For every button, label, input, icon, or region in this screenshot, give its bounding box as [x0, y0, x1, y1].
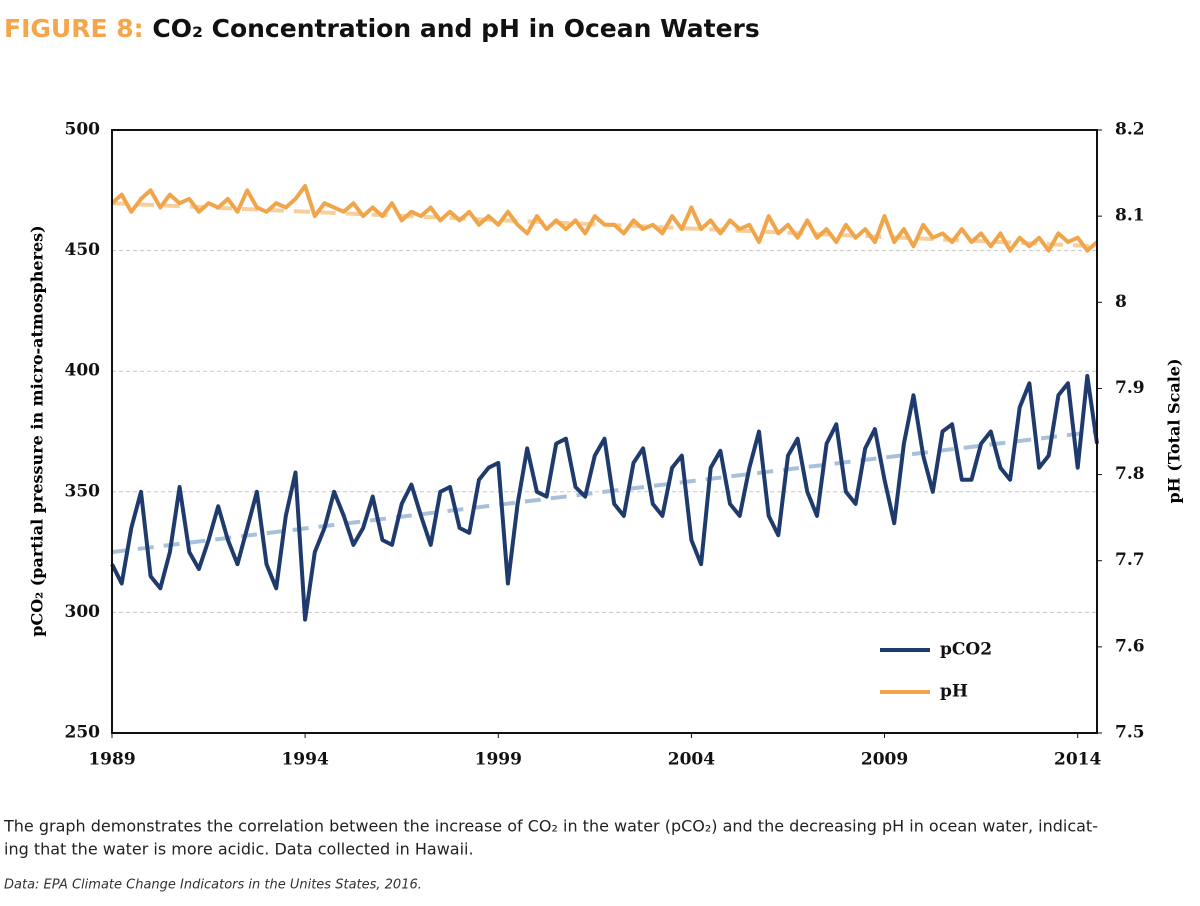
- x-tick-label: 1994: [281, 750, 328, 770]
- legend-label: pCO2: [940, 640, 992, 660]
- caption-line: The graph demonstrates the correlation b…: [3, 817, 1098, 836]
- y2-tick-label: 7.7: [1115, 550, 1145, 570]
- title-prefix: FIGURE 8:: [4, 14, 144, 43]
- x-tick-label: 1999: [475, 750, 522, 770]
- y-axis-label: pCO₂ (partial pressure in micro-atmosphe…: [28, 225, 47, 636]
- y-tick-label: 400: [65, 361, 101, 381]
- y2-tick-label: 7.5: [1115, 723, 1145, 743]
- y-tick-label: 500: [65, 120, 101, 140]
- y-tick-label: 350: [65, 481, 101, 501]
- y-tick-label: 450: [65, 240, 101, 260]
- y2-tick-label: 8.2: [1115, 120, 1145, 140]
- legend-label: pH: [940, 682, 968, 702]
- series-line: [110, 374, 1099, 622]
- plot-frame: [111, 129, 1098, 734]
- y2-axis-label: pH (Total Scale): [1165, 358, 1184, 503]
- y2-tick-label: 8.1: [1115, 206, 1145, 226]
- y-tick-label: 250: [65, 723, 101, 743]
- y2-tick-label: 7.6: [1115, 636, 1145, 656]
- trend-line: [111, 429, 1098, 555]
- x-tick-label: 2004: [668, 750, 715, 770]
- x-tick-label: 1989: [88, 750, 135, 770]
- source: Data: EPA Climate Change Indicators in t…: [4, 878, 422, 893]
- y2-tick-label: 7.8: [1115, 464, 1145, 484]
- x-tick-label: 2009: [861, 750, 908, 770]
- title: FIGURE 8: CO₂ Concentration and pH in Oc…: [4, 14, 760, 43]
- y2-tick-label: 7.9: [1115, 378, 1145, 398]
- y2-tick-label: 8: [1115, 292, 1127, 312]
- x-tick-label: 2014: [1054, 750, 1101, 770]
- y-tick-label: 300: [65, 602, 101, 622]
- caption-line: ing that the water is more acidic. Data …: [4, 840, 474, 859]
- title-main: CO₂ Concentration and pH in Ocean Waters: [152, 14, 759, 43]
- series-line: [110, 184, 1099, 253]
